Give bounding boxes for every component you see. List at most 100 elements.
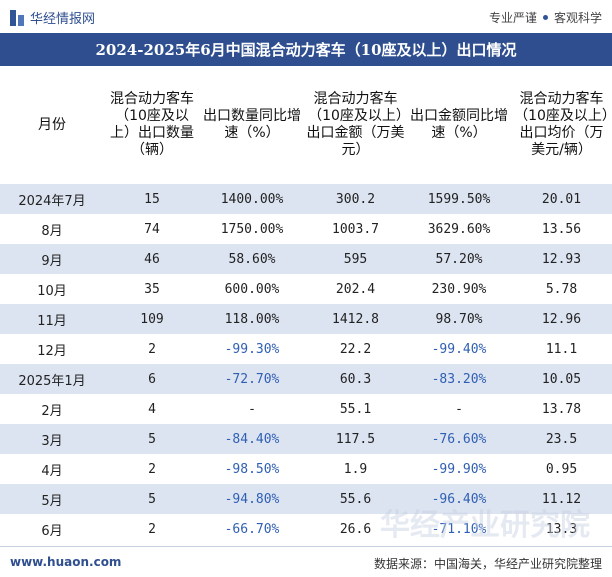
cell-qty-yoy: -72.70%	[224, 371, 280, 387]
page-title: 2024-2025年6月中国混合动力客车（10座及以上）出口情况	[95, 41, 517, 59]
cell-amount: 1003.7	[332, 221, 379, 237]
cell-amount-yoy: 57.20%	[435, 251, 483, 267]
cell-qty: 15	[144, 191, 160, 207]
brand-name: 华经情报网	[30, 12, 96, 27]
cell-price: 10.05	[541, 371, 582, 387]
cell-amount: 300.2	[335, 191, 376, 207]
cell-month: 12月	[37, 343, 67, 359]
cell-qty: 5	[148, 491, 156, 507]
cell-price: 13.56	[541, 221, 582, 237]
cell-amount-yoy: -76.60%	[431, 431, 487, 447]
cell-month: 4月	[41, 463, 63, 479]
cell-month: 3月	[41, 433, 63, 449]
table-row: 11月 109 118.00% 1412.8 98.70% 12.96	[0, 304, 612, 334]
cell-amount: 26.6	[339, 521, 372, 537]
cell-price: 5.78	[545, 281, 578, 297]
cell-month: 2025年1月	[18, 373, 86, 389]
cell-month: 11月	[37, 313, 67, 329]
brand-logo-icon	[10, 9, 24, 26]
bullet-dot-icon	[542, 15, 548, 20]
cell-qty: 2	[148, 461, 156, 477]
table-row: 2024年7月 15 1400.00% 300.2 1599.50% 20.01	[0, 184, 612, 214]
cell-month: 10月	[37, 283, 67, 299]
cell-qty: 4	[148, 401, 156, 417]
tagline-1: 专业严谨	[488, 11, 537, 25]
cell-price: 13.3	[545, 521, 578, 537]
cell-qty-yoy: 58.60%	[228, 251, 276, 267]
col-header-qty: 混合动力客车（10座及以上）出口数量（辆）	[110, 91, 194, 158]
footer-website-link[interactable]: www.huaon.com	[10, 555, 122, 569]
cell-qty: 2	[148, 521, 156, 537]
cell-price: 11.1	[545, 341, 578, 357]
col-header-amount-yoy: 出口金额同比增速（%）	[410, 108, 508, 141]
cell-amount-yoy: 1599.50%	[427, 191, 491, 207]
cell-month: 8月	[41, 223, 63, 239]
cell-amount-yoy: -83.20%	[431, 371, 487, 387]
col-header-qty-yoy: 出口数量同比增速（%）	[203, 108, 301, 141]
cell-price: 0.95	[545, 461, 578, 477]
cell-qty-yoy: -84.40%	[224, 431, 280, 447]
cell-amount: 60.3	[339, 371, 372, 387]
tagline-2: 客观科学	[553, 11, 602, 25]
cell-amount: 1412.8	[332, 311, 379, 327]
cell-qty: 109	[140, 311, 164, 327]
cell-qty: 74	[144, 221, 160, 237]
cell-amount-yoy: -99.90%	[431, 461, 487, 477]
cell-amount-yoy: 230.90%	[431, 281, 487, 297]
cell-price: 11.12	[541, 491, 582, 507]
footer: www.huaon.com 数据来源：中国海关，华经产业研究院整理	[0, 546, 612, 577]
brand[interactable]: 华经情报网	[10, 8, 95, 27]
table-row: 9月 46 58.60% 595 57.20% 12.93	[0, 244, 612, 274]
cell-amount-yoy: -99.40%	[431, 341, 487, 357]
cell-amount: 1.9	[343, 461, 368, 477]
table-row: 3月 5 -84.40% 117.5 -76.60% 23.5	[0, 424, 612, 454]
cell-price: 23.5	[545, 431, 578, 447]
cell-price: 13.78	[541, 401, 582, 417]
cell-qty-yoy: -	[248, 401, 256, 417]
table-row: 2月 4 - 55.1 - 13.78	[0, 394, 612, 424]
cell-month: 6月	[41, 523, 63, 539]
cell-amount: 595	[343, 251, 368, 267]
col-header-month: 月份	[38, 116, 66, 133]
cell-price: 20.01	[541, 191, 582, 207]
table-row: 6月 2 -66.70% 26.6 -71.10% 13.3	[0, 514, 612, 544]
cell-qty-yoy: 1400.00%	[220, 191, 284, 207]
cell-amount-yoy: 98.70%	[435, 311, 483, 327]
cell-amount-yoy: 3629.60%	[427, 221, 491, 237]
top-bar: 华经情报网 专业严谨 客观科学	[0, 0, 612, 33]
cell-qty-yoy: -94.80%	[224, 491, 280, 507]
cell-qty-yoy: -98.50%	[224, 461, 280, 477]
table-row: 5月 5 -94.80% 55.6 -96.40% 11.12	[0, 484, 612, 514]
cell-amount: 202.4	[335, 281, 376, 297]
cell-qty: 2	[148, 341, 156, 357]
cell-price: 12.96	[541, 311, 582, 327]
table-row: 8月 74 1750.00% 1003.7 3629.60% 13.56	[0, 214, 612, 244]
title-bar: 2024-2025年6月中国混合动力客车（10座及以上）出口情况	[0, 33, 612, 66]
cell-qty-yoy: -99.30%	[224, 341, 280, 357]
cell-amount: 55.6	[339, 491, 372, 507]
cell-amount: 22.2	[339, 341, 372, 357]
table-row: 12月 2 -99.30% 22.2 -99.40% 11.1	[0, 334, 612, 364]
cell-qty-yoy: 1750.00%	[220, 221, 284, 237]
cell-qty: 6	[148, 371, 156, 387]
table-header-row: 月份 混合动力客车（10座及以上）出口数量（辆） 出口数量同比增速（%） 混合动…	[0, 66, 612, 184]
cell-qty: 46	[144, 251, 160, 267]
cell-qty: 35	[144, 281, 160, 297]
cell-month: 2024年7月	[18, 193, 86, 209]
cell-amount: 117.5	[335, 431, 376, 447]
table-row: 10月 35 600.00% 202.4 230.90% 5.78	[0, 274, 612, 304]
cell-amount-yoy: -71.10%	[431, 521, 487, 537]
tagline: 专业严谨 客观科学	[489, 9, 602, 26]
cell-qty: 5	[148, 431, 156, 447]
table-row: 4月 2 -98.50% 1.9 -99.90% 0.95	[0, 454, 612, 484]
cell-amount-yoy: -	[455, 401, 463, 417]
cell-amount: 55.1	[339, 401, 372, 417]
cell-amount-yoy: -96.40%	[431, 491, 487, 507]
cell-month: 2月	[41, 403, 63, 419]
table-row: 2025年1月 6 -72.70% 60.3 -83.20% 10.05	[0, 364, 612, 394]
cell-month: 5月	[41, 493, 63, 509]
cell-qty-yoy: 118.00%	[224, 311, 280, 327]
col-header-price: 混合动力客车（10座及以上）出口均价（万美元/辆）	[514, 91, 609, 158]
cell-qty-yoy: 600.00%	[224, 281, 280, 297]
cell-price: 12.93	[541, 251, 582, 267]
